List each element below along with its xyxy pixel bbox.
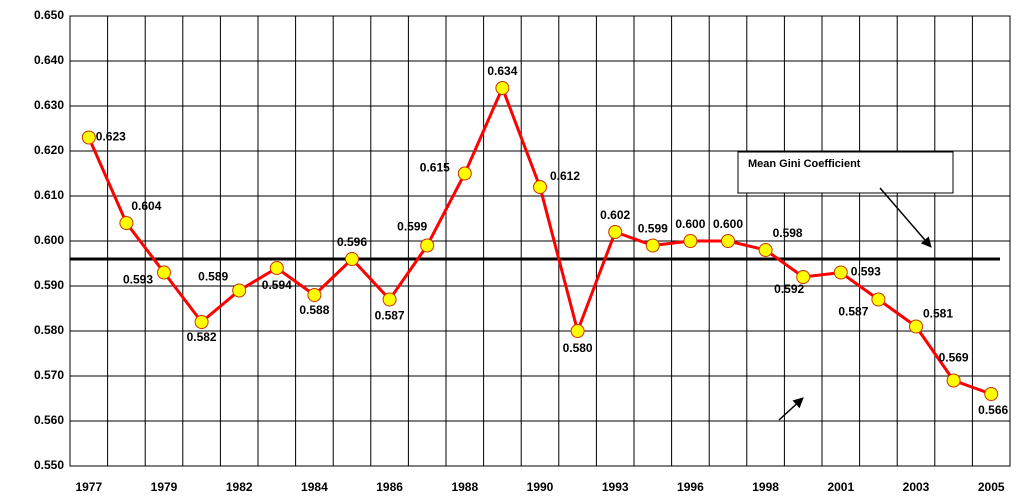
annotation-box (737, 151, 954, 194)
point-marker (721, 234, 735, 248)
point-marker (533, 180, 547, 194)
y-tick-label: 0.620 (34, 143, 64, 157)
x-tick-label: 1990 (527, 480, 554, 494)
x-tick-label: 1993 (602, 480, 629, 494)
x-tick-label: 2005 (978, 480, 1005, 494)
point-marker (608, 225, 623, 239)
x-tick-label: 1984 (301, 480, 328, 494)
data-label: 0.566 (978, 403, 1008, 417)
point-marker (645, 238, 660, 253)
point-marker (194, 315, 209, 329)
data-label: 0.604 (131, 199, 161, 213)
x-tick-label: 2003 (903, 480, 930, 494)
data-label: 0.582 (187, 330, 217, 344)
data-label: 0.569 (939, 351, 969, 365)
data-label: 0.602 (600, 208, 630, 222)
y-tick-label: 0.600 (34, 233, 64, 247)
data-label: 0.592 (774, 282, 804, 296)
x-tick-label: 1979 (151, 480, 178, 494)
point-marker (457, 166, 472, 181)
point-marker (758, 243, 773, 257)
data-label: 0.589 (198, 270, 228, 284)
point-marker (796, 270, 811, 284)
y-tick-label: 0.590 (34, 278, 64, 292)
data-label: 0.581 (923, 307, 953, 321)
x-tick-label: 1988 (451, 480, 478, 494)
y-tick-label: 0.650 (34, 8, 64, 22)
point-marker (833, 265, 848, 280)
data-label: 0.580 (563, 341, 593, 355)
annotation: Mean Gini Coefficient (748, 158, 861, 170)
y-tick-label: 0.640 (34, 53, 64, 67)
data-label: 0.594 (262, 278, 292, 292)
data-label: 0.587 (838, 305, 868, 319)
annotation-arrow (879, 187, 932, 248)
x-tick-label: 1977 (75, 480, 102, 494)
point-marker (232, 283, 247, 298)
point-marker (909, 319, 923, 334)
point-marker (382, 292, 397, 307)
point-marker (683, 234, 698, 248)
data-label: 0.598 (773, 226, 803, 240)
data-label: 0.587 (375, 309, 405, 323)
y-tick-label: 0.610 (34, 188, 64, 202)
data-label: 0.600 (713, 217, 743, 231)
data-label: 0.600 (675, 217, 705, 231)
x-tick-label: 2001 (827, 480, 854, 494)
data-label: 0.634 (487, 64, 517, 78)
arrow (778, 397, 804, 421)
y-tick-label: 0.570 (34, 368, 64, 382)
x-tick-label: 1996 (677, 480, 704, 494)
point-marker (570, 324, 585, 338)
point-marker (307, 288, 322, 302)
point-marker (495, 81, 510, 95)
data-label: 0.593 (851, 265, 881, 279)
x-tick-label: 1998 (752, 480, 779, 494)
point-marker (420, 238, 435, 253)
data-label: 0.599 (638, 222, 668, 236)
data-label: 0.623 (96, 130, 126, 144)
point-marker (269, 261, 284, 275)
point-marker (119, 216, 134, 230)
y-tick-label: 0.630 (34, 98, 64, 112)
point-marker (345, 252, 359, 266)
data-label: 0.588 (299, 303, 329, 317)
y-tick-label: 0.550 (34, 458, 64, 472)
y-tick-label: 0.560 (34, 413, 64, 427)
point-marker (81, 130, 96, 145)
x-tick-label: 1982 (226, 480, 253, 494)
point-marker (871, 292, 886, 307)
y-tick-label: 0.580 (34, 323, 64, 337)
point-marker (946, 373, 961, 388)
point-marker (984, 387, 999, 401)
data-label: 0.596 (337, 235, 367, 249)
data-label: 0.593 (123, 273, 153, 287)
data-label: 0.612 (550, 169, 580, 183)
x-tick-label: 1986 (376, 480, 403, 494)
data-label: 0.615 (420, 161, 450, 175)
data-label: 0.599 (397, 220, 427, 234)
point-marker (157, 265, 171, 280)
